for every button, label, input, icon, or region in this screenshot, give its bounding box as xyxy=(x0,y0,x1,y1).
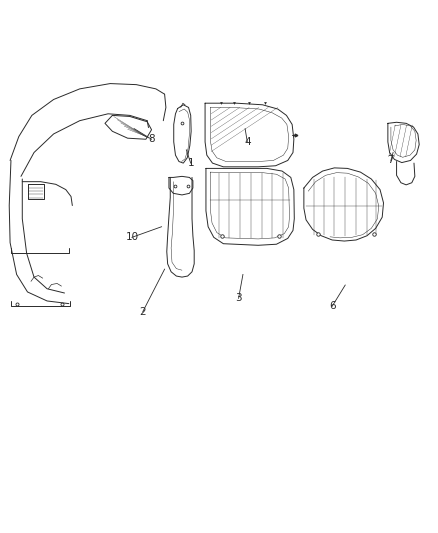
Text: 3: 3 xyxy=(235,293,242,303)
Text: 7: 7 xyxy=(388,156,394,165)
Text: 4: 4 xyxy=(244,137,251,147)
Text: 6: 6 xyxy=(329,301,336,311)
Text: 1: 1 xyxy=(187,158,194,168)
Text: 2: 2 xyxy=(140,306,146,317)
Text: 8: 8 xyxy=(148,134,155,144)
Text: 10: 10 xyxy=(125,232,138,243)
